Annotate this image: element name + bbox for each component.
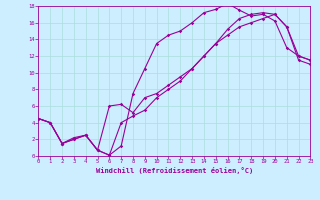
X-axis label: Windchill (Refroidissement éolien,°C): Windchill (Refroidissement éolien,°C) [96,167,253,174]
